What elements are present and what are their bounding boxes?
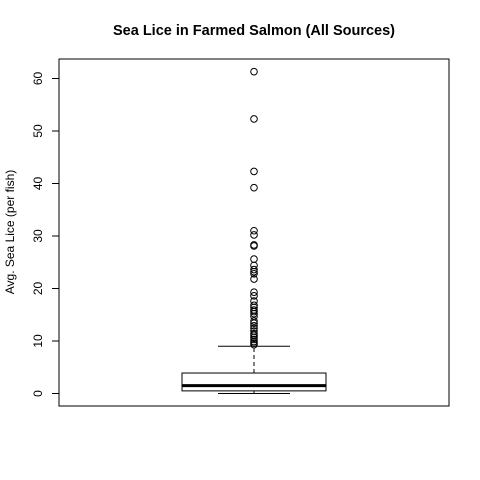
y-axis: 0 10 20 30 40 50 60 bbox=[31, 72, 60, 397]
y-tick-label: 50 bbox=[31, 124, 45, 138]
plot-frame bbox=[58, 58, 450, 407]
y-tick-label: 0 bbox=[31, 390, 45, 397]
outlier-point bbox=[250, 333, 258, 342]
chart-title: Sea Lice in Farmed Salmon (All Sources) bbox=[113, 23, 395, 39]
outlier-point bbox=[250, 242, 258, 250]
outlier-point bbox=[250, 275, 258, 283]
outlier-point bbox=[250, 115, 258, 123]
y-tick-label: 30 bbox=[31, 229, 45, 243]
outlier-point bbox=[250, 340, 258, 349]
outlier-point bbox=[250, 321, 258, 330]
outlier-point bbox=[250, 265, 258, 274]
outlier-point bbox=[250, 231, 258, 239]
y-axis-label: Avg. Sea Lice (per fish) bbox=[3, 170, 17, 295]
outlier-point bbox=[250, 167, 258, 176]
y-tick-label: 10 bbox=[31, 334, 45, 348]
y-tick-label: 40 bbox=[31, 177, 45, 191]
outlier-point bbox=[250, 335, 258, 344]
outlier-point bbox=[250, 255, 258, 263]
outlier-point bbox=[250, 226, 258, 235]
outlier-point bbox=[250, 309, 258, 318]
y-tick-label: 60 bbox=[31, 72, 45, 86]
outlier-point bbox=[250, 288, 258, 296]
outlier-point bbox=[250, 67, 258, 76]
outlier-point bbox=[250, 267, 258, 276]
outlier-point bbox=[250, 317, 258, 325]
outlier-point bbox=[250, 183, 258, 192]
outlier-point bbox=[250, 319, 258, 327]
iqr-box bbox=[181, 372, 327, 392]
outlier-point bbox=[250, 270, 258, 278]
outlier-points bbox=[250, 67, 258, 349]
outlier-point bbox=[250, 292, 258, 300]
y-tick-label: 20 bbox=[31, 282, 45, 296]
outlier-point bbox=[250, 307, 258, 316]
box-plot bbox=[181, 345, 327, 394]
